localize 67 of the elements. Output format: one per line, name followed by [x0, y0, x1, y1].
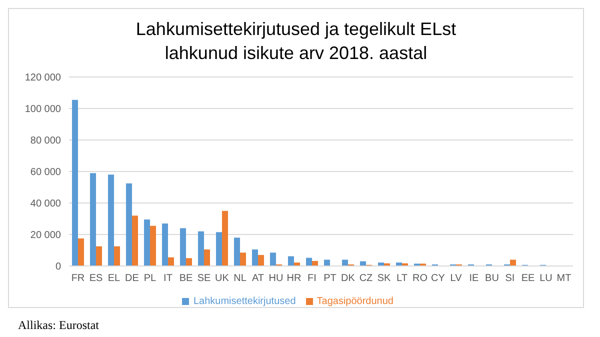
bar [132, 216, 138, 266]
y-tick-label: 120 000 [24, 72, 62, 84]
bar [324, 260, 330, 266]
bar [126, 183, 132, 266]
bar [114, 246, 120, 266]
x-tick-label: FR [71, 273, 85, 284]
x-tick-label: LU [540, 273, 552, 284]
x-tick-label: MT [556, 273, 572, 284]
x-tick-label: LV [450, 273, 462, 284]
x-tick-label: IT [164, 273, 172, 284]
y-tick-label: 20 000 [30, 230, 62, 242]
bar [252, 249, 258, 266]
x-tick-label: IE [469, 273, 480, 284]
bar [204, 249, 210, 266]
bar [162, 223, 168, 266]
x-tick-label: DE [125, 273, 140, 284]
x-tick-label: SK [377, 273, 391, 284]
x-tick-label: UK [215, 273, 230, 284]
x-tick-label: FI [308, 273, 316, 284]
x-tick-label: RO [412, 273, 428, 284]
x-tick-label: PL [144, 273, 157, 284]
x-tick-label: PT [324, 273, 336, 284]
bar [168, 257, 174, 266]
x-tick-label: NL [234, 273, 247, 284]
bar [258, 254, 264, 266]
bar [144, 220, 150, 266]
text: Allikas: Eurostat [18, 318, 100, 333]
x-tick-label: ES [89, 273, 103, 284]
x-tick-label: EL [108, 273, 121, 284]
x-tick-label: CY [431, 273, 446, 284]
x-tick-label: HR [286, 273, 302, 284]
x-tick-label: DK [341, 273, 356, 284]
bar [72, 100, 78, 266]
bar [306, 258, 312, 266]
bar [90, 173, 96, 266]
bar [78, 238, 84, 266]
chart-title: Lahkumisettekirjutused ja tegelikult ELst lahkunud isikute arv 2018. aastal [134, 18, 458, 65]
legend-label: Tagasipöördunud [316, 296, 394, 307]
bar [150, 226, 156, 266]
bar [234, 238, 240, 266]
bar [216, 232, 222, 266]
bar [240, 252, 246, 266]
bar [186, 258, 192, 266]
legend-label: Lahkumisettekirjutused [193, 296, 296, 307]
x-tick-label: BU [485, 273, 499, 284]
bar [510, 260, 516, 266]
x-tick-label: SE [197, 273, 211, 284]
bar [96, 246, 102, 266]
y-tick-label: 40 000 [30, 198, 62, 210]
y-tick-label: 0 [55, 262, 62, 273]
bar [108, 174, 114, 266]
x-tick-label: HU [268, 273, 284, 284]
x-tick-label: AT [252, 273, 264, 284]
x-tick-label: SI [505, 273, 515, 284]
bar [288, 256, 294, 266]
y-tick-label: 100 000 [24, 104, 62, 116]
bar [198, 231, 204, 266]
bar [270, 252, 276, 266]
bar [222, 210, 228, 266]
x-tick-label: BE [179, 273, 193, 284]
y-tick-label: 60 000 [30, 167, 62, 178]
x-tick-label: EE [521, 273, 535, 284]
x-tick-label: LT [396, 273, 408, 284]
bar [342, 260, 348, 266]
x-tick-label: CZ [359, 273, 373, 284]
bar [180, 228, 186, 266]
y-tick-label: 80 000 [30, 136, 62, 147]
